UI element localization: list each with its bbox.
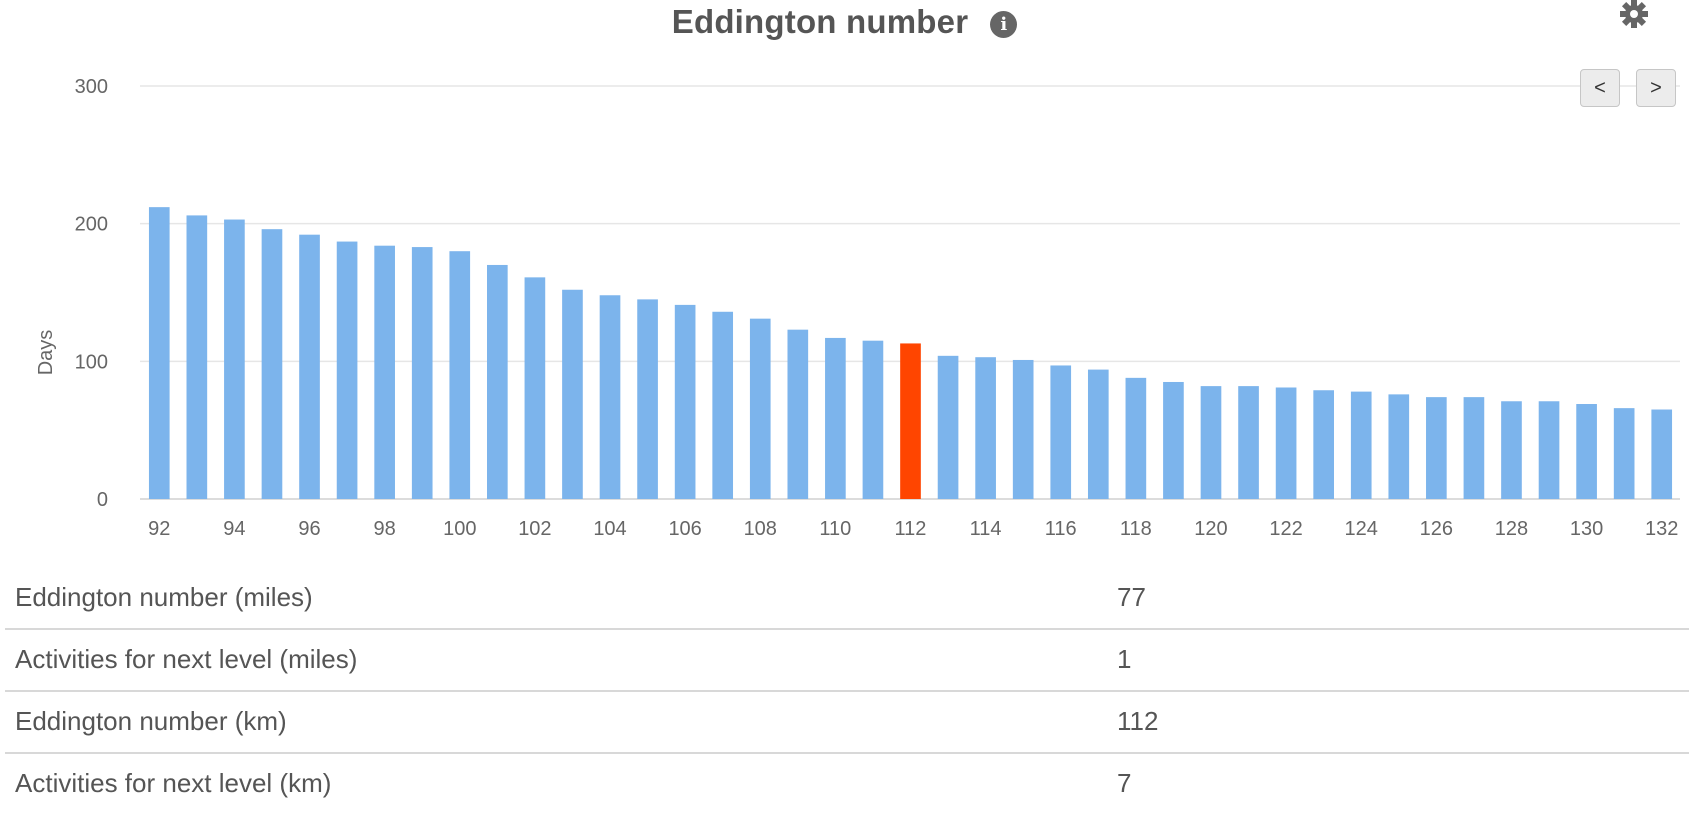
bar: [1613, 408, 1635, 499]
info-icon[interactable]: i: [990, 10, 1018, 38]
stats-row: Activities for next level (miles) 1: [5, 630, 1689, 692]
bar: [224, 219, 245, 499]
bar: [1426, 397, 1447, 499]
x-tick-label: 124: [1345, 518, 1378, 540]
bar: [749, 318, 771, 499]
bar: [1200, 386, 1222, 499]
bar: [674, 304, 696, 499]
x-tick-label: 100: [443, 518, 476, 540]
chart-header: Eddington number i: [0, 0, 1689, 44]
x-tick-label: 106: [668, 518, 701, 540]
bar: [1238, 386, 1259, 499]
stat-label: Activities for next level (miles): [15, 644, 358, 674]
bar: [599, 295, 621, 499]
y-tick-label: 0: [97, 489, 108, 511]
x-tick-label: 118: [1120, 518, 1152, 540]
x-tick-label: 122: [1269, 518, 1302, 540]
bar: [1576, 404, 1597, 499]
bar: [1163, 381, 1184, 499]
x-tick-label: 96: [298, 518, 320, 540]
bar: [299, 234, 320, 499]
bar: [1313, 390, 1334, 499]
stats-row: Activities for next level (km) 7: [5, 754, 1689, 814]
x-tick-label: 132: [1645, 518, 1678, 540]
bar: [449, 251, 471, 499]
chart-title: Eddington number: [671, 3, 969, 40]
x-tick-label: 130: [1570, 518, 1603, 540]
y-tick-label: 200: [75, 214, 108, 236]
bar: [1463, 397, 1485, 499]
bar: [411, 247, 433, 499]
bar: [1651, 409, 1673, 499]
bar: [862, 340, 884, 499]
bar: [1087, 369, 1109, 499]
x-tick-label: 108: [744, 518, 777, 540]
bar: [712, 311, 734, 499]
x-tick-label: 94: [223, 518, 245, 540]
stats-table: Eddington number (miles) 77 Activities f…: [5, 568, 1689, 814]
y-tick-label: 300: [75, 76, 108, 98]
eddington-bar-chart: 0 100 200 300 Days 92 94 96 98 100 102 104 106 108 110…: [35, 76, 1680, 540]
bar: [148, 207, 170, 499]
x-tick-label: 110: [819, 518, 851, 540]
stat-label: Eddington number (miles): [15, 582, 313, 612]
bar: [524, 277, 546, 499]
bar: [186, 215, 208, 499]
bar: [261, 229, 283, 499]
bar-highlight: [900, 343, 921, 499]
stat-value: 1: [1117, 644, 1132, 674]
x-tick-label: 112: [895, 518, 927, 540]
bar: [562, 289, 583, 499]
y-axis-label: Days: [35, 330, 57, 376]
bar: [336, 241, 358, 499]
bar: [825, 337, 846, 499]
prev-button[interactable]: <: [1580, 69, 1620, 107]
bar: [1050, 365, 1072, 499]
gear-icon[interactable]: [1618, 0, 1650, 32]
bar: [975, 357, 996, 499]
bar: [487, 264, 508, 499]
bar: [637, 299, 658, 499]
x-tick-label: 116: [1045, 518, 1077, 540]
stats-row: Eddington number (km) 112: [5, 692, 1689, 754]
x-tick-label: 120: [1194, 518, 1227, 540]
bar: [787, 329, 809, 499]
bar: [1538, 401, 1560, 499]
bar: [1125, 377, 1147, 499]
x-tick-label: 92: [148, 518, 170, 540]
stat-value: 112: [1117, 706, 1159, 736]
bar: [1388, 394, 1410, 499]
bar: [374, 245, 395, 499]
y-tick-label: 100: [75, 351, 108, 373]
x-tick-label: 114: [970, 518, 1002, 540]
bar: [1275, 387, 1297, 499]
x-tick-label: 98: [374, 518, 396, 540]
x-tick-label: 104: [593, 518, 626, 540]
stats-row: Eddington number (miles) 77: [5, 568, 1689, 630]
bar: [1501, 401, 1522, 499]
stat-value: 7: [1117, 768, 1132, 798]
x-tick-label: 128: [1495, 518, 1528, 540]
next-button[interactable]: >: [1636, 69, 1676, 107]
bar: [1350, 391, 1372, 499]
bar: [937, 355, 959, 499]
stat-label: Activities for next level (km): [15, 768, 332, 798]
bar: [1012, 359, 1034, 499]
stat-label: Eddington number (km): [15, 706, 287, 736]
x-tick-label: 126: [1420, 518, 1453, 540]
x-tick-label: 102: [518, 518, 551, 540]
stat-value: 77: [1117, 582, 1146, 612]
